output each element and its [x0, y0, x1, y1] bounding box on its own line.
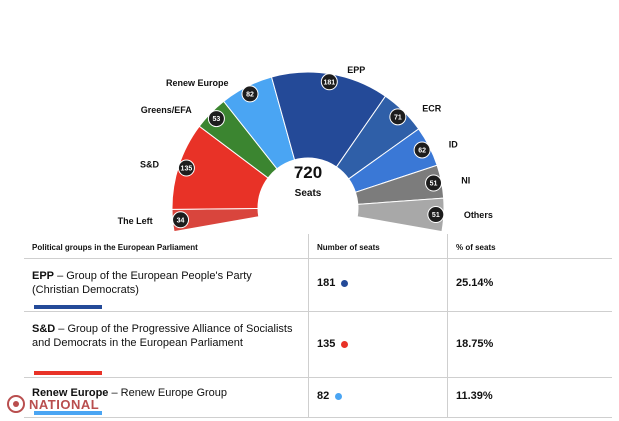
percent-value: 18.75% [456, 338, 494, 350]
group-name: – Renew Europe Group [108, 387, 228, 399]
group-cell: Renew Europe – Renew Europe Group [24, 377, 309, 418]
percent-value: 11.39% [456, 390, 493, 402]
segment-others [356, 197, 445, 233]
group-cell: S&D – Group of the Progressive Alliance … [24, 311, 309, 378]
watermark: NATIONAL [6, 394, 99, 414]
seat-badge-id [413, 141, 431, 159]
label-s-d: S&D [140, 159, 160, 169]
seat-badge-renew-europe [241, 85, 259, 103]
seats-cell: 82 [308, 377, 448, 418]
watermark-text: NATIONAL [29, 396, 100, 412]
percent-cell: 18.75% [447, 311, 612, 378]
percent-value: 25.14% [456, 277, 494, 289]
seat-count-the-left: 34 [177, 217, 185, 224]
group-color-bar [34, 305, 102, 309]
seat-count-greens-efa: 53 [213, 116, 221, 123]
seats-cell: 181 [308, 258, 448, 312]
seat-badge-ecr [389, 108, 407, 126]
label-id: ID [449, 140, 459, 150]
seat-badge-ni [425, 174, 443, 192]
group-color-bar [34, 371, 102, 375]
chart-labels: 34 The Left 135 S&D 53 Greens/EFA 82 Renew Euro… [118, 65, 493, 229]
label-greens-efa: Greens/EFA [141, 105, 193, 115]
table-row: S&D – Group of the Progressive Alliance … [24, 311, 612, 378]
label-epp: EPP [347, 65, 365, 75]
label-renew-europe: Renew Europe [166, 78, 229, 88]
seat-badge-the-left [172, 211, 190, 229]
percent-cell: 11.39% [447, 377, 612, 418]
center-seat-label: Seats [295, 188, 322, 199]
group-color-dot [341, 279, 349, 287]
seat-count-epp: 181 [323, 79, 335, 86]
chart-center-hole [259, 159, 357, 240]
group-color-dot [341, 340, 349, 348]
group-name: – Group of the European People's Party (… [32, 270, 252, 296]
center-seat-count: 720 [294, 163, 322, 182]
seat-count-ecr: 71 [394, 114, 402, 121]
seat-badge-greens-efa [207, 110, 225, 128]
seat-badge-epp [320, 73, 338, 91]
seats-value: 181 [317, 277, 336, 289]
table-header-row: Political groups in the European Parliam… [24, 234, 612, 259]
group-name: – Group of the Progressive Alliance of S… [32, 323, 293, 349]
group-abbr: EPP [32, 270, 55, 282]
seat-count-others: 51 [432, 212, 440, 219]
seat-badge-others [427, 206, 445, 224]
groups-table: Political groups in the European Parliam… [24, 234, 612, 418]
seat-badge-s-d [177, 159, 195, 177]
segment-epp [270, 71, 387, 168]
seat-count-s-d: 135 [181, 166, 193, 173]
label-ni: NI [461, 176, 470, 186]
seats-value: 82 [317, 390, 330, 402]
group-color-dot [335, 392, 343, 400]
label-the-left: The Left [118, 216, 153, 226]
seats-value: 135 [317, 338, 336, 350]
header-group: Political groups in the European Parliam… [24, 234, 309, 259]
seat-count-ni: 51 [430, 181, 438, 188]
group-color-bar [34, 411, 102, 415]
seat-count-renew-europe: 82 [246, 91, 254, 98]
label-ecr: ECR [422, 103, 442, 113]
header-seats: Number of seats [308, 234, 448, 259]
percent-cell: 25.14% [447, 258, 612, 312]
parliament-chart: 34 The Left 135 S&D 53 Greens/EFA 82 Renew Euro… [117, 64, 493, 240]
group-abbr: Renew Europe [32, 387, 109, 399]
group-cell: EPP – Group of the European People's Par… [24, 258, 309, 312]
seat-count-id: 62 [418, 147, 426, 154]
table-row: Renew Europe – Renew Europe Group 82 11.… [24, 377, 612, 418]
national-logo-icon [7, 395, 25, 413]
header-percent: % of seats [447, 234, 612, 259]
table-row: EPP – Group of the European People's Par… [24, 258, 612, 312]
seats-cell: 135 [308, 311, 448, 378]
group-abbr: S&D [32, 323, 56, 335]
label-others: Others [464, 210, 493, 220]
